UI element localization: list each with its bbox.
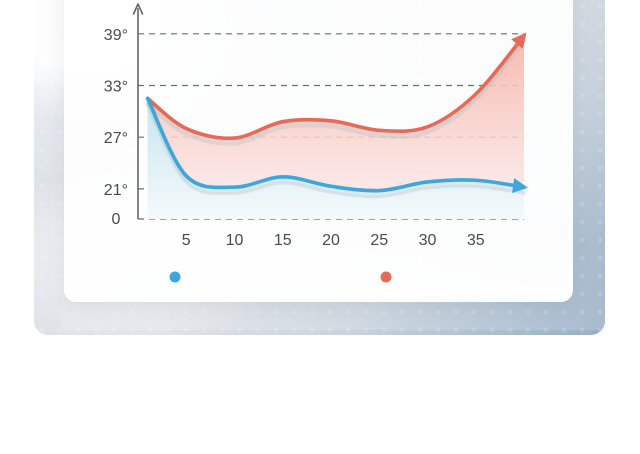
series-2-shadow [146,39,526,146]
y-tick-label-39: 39° [104,27,128,44]
series-2-line [145,33,526,141]
legend-dot-series-2 [380,271,392,283]
legend-dot-series-1 [169,271,181,283]
x-tick-label-30: 30 [419,232,437,249]
series-lines [145,32,528,194]
x-tick-label-25: 25 [370,232,388,249]
origin-label: 0 [112,211,121,228]
x-tick-label-10: 10 [226,232,244,249]
series-fills [147,35,524,219]
axes [132,3,144,219]
x-tick-label-5: 5 [182,232,191,249]
x-tick-label-20: 20 [322,232,340,249]
x-tick-label-35: 35 [467,232,485,249]
series-1-fill [147,98,524,219]
legend [169,271,392,283]
series-1-line [145,96,526,193]
y-tick-label-33: 33° [104,79,128,96]
series-shadows [146,39,526,199]
series-1-shadow [146,102,526,199]
series-2-fill [147,35,524,219]
y-tick-label-21: 21° [104,182,128,199]
y-axis-arrow [132,3,144,15]
y-tick-label-27: 27° [104,130,128,147]
x-tick-label-15: 15 [274,232,292,249]
series-1-arrow-icon [512,178,528,194]
tick-labels: 21° 27° 33° 39° 0 5 10 15 20 25 30 35 [104,27,485,249]
series-2-arrow-icon [511,32,527,49]
